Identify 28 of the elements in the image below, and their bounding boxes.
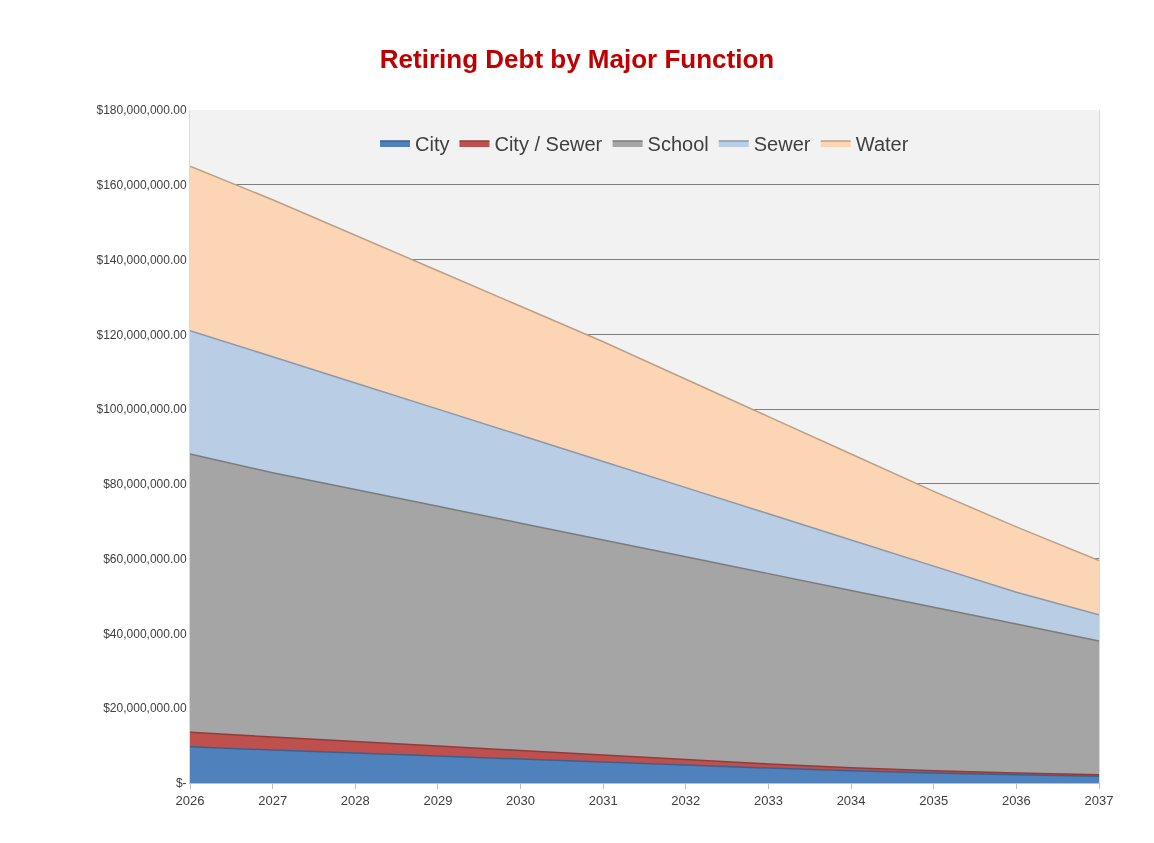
x-tick-label: 2031 (588, 792, 618, 808)
legend-label: Water (855, 132, 909, 155)
y-tick-label: $100,000,000.00 (96, 402, 187, 417)
y-tick-label: $140,000,000.00 (96, 252, 187, 267)
legend-label: School (647, 132, 709, 155)
y-tick-label: $- (175, 776, 187, 791)
legend-label: City (415, 132, 450, 155)
x-tick-label: 2034 (836, 792, 866, 808)
x-tick-label: 2026 (175, 792, 205, 808)
y-tick-label: $120,000,000.00 (96, 327, 187, 342)
y-tick-label: $20,000,000.00 (103, 701, 187, 716)
y-tick-label: $60,000,000.00 (103, 551, 187, 566)
x-tick-label: 2032 (671, 792, 701, 808)
x-tick-label: 2033 (753, 792, 783, 808)
y-tick-label: $180,000,000.00 (96, 103, 187, 118)
x-tick-label: 2036 (1001, 792, 1031, 808)
y-tick-label: $40,000,000.00 (103, 626, 187, 641)
x-tick-label: 2027 (258, 792, 288, 808)
y-tick-label: $160,000,000.00 (96, 177, 187, 192)
chart-title: Retiring Debt by Major Function (379, 44, 775, 75)
x-tick-label: 2035 (919, 792, 949, 808)
y-tick-label: $80,000,000.00 (103, 477, 187, 492)
x-tick-label: 2030 (506, 792, 536, 808)
x-tick-label: 2028 (340, 792, 370, 808)
legend-label: City / Sewer (494, 132, 603, 155)
x-tick-label: 2029 (423, 792, 453, 808)
x-tick-label: 2037 (1084, 792, 1114, 808)
legend-label: Sewer (753, 132, 811, 155)
